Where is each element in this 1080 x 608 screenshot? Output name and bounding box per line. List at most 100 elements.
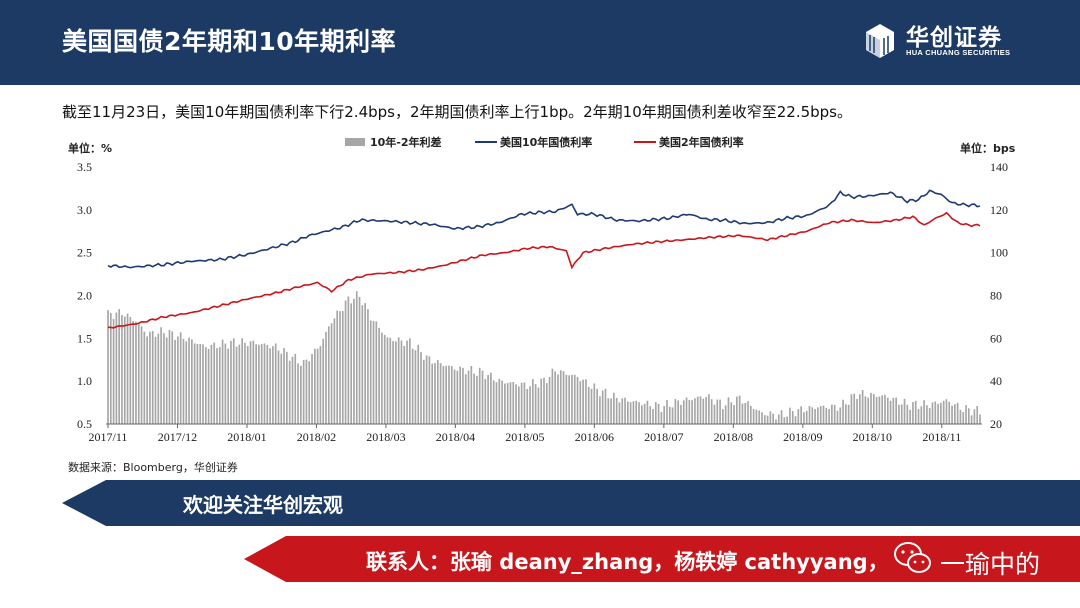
spread-bar [151, 330, 154, 424]
x-tick-label: 2018/04 [436, 430, 475, 444]
x-tick-label: 2018/07 [644, 430, 683, 444]
spread-bar [956, 402, 959, 424]
spread-bar [490, 372, 492, 424]
spread-bar [504, 383, 506, 424]
spread-bar [266, 344, 269, 424]
spread-bar [308, 361, 311, 424]
spread-bar [543, 377, 545, 424]
spread-bar [439, 363, 442, 424]
spread-bar [775, 419, 777, 424]
spread-bar [297, 363, 299, 424]
spread-bar [979, 414, 981, 424]
spread-bar [747, 401, 749, 424]
spread-bar [403, 345, 406, 424]
spread-bar [601, 390, 604, 424]
x-tick-label: 2017/11 [89, 430, 128, 444]
contact-banner-text: 联系人：张瑜 deany_zhang，杨轶婷 cathyyang， [366, 550, 889, 574]
spread-bar [319, 346, 322, 424]
spread-bar [464, 374, 467, 424]
spread-bar [900, 404, 903, 424]
spread-bar [590, 388, 593, 424]
spread-bar [724, 405, 727, 424]
spread-bar [364, 303, 366, 424]
spread-bar [224, 343, 227, 424]
spread-bar [115, 312, 118, 424]
spread-bar [392, 341, 394, 424]
spread-bar [786, 416, 788, 424]
spread-bar [386, 337, 389, 424]
spread-bar [794, 416, 797, 424]
spread-bar [450, 366, 453, 424]
spread-bar [680, 404, 682, 424]
spread-bar [777, 414, 780, 424]
spread-bar [638, 402, 640, 424]
spread-bar [596, 388, 598, 424]
spread-bar [870, 392, 872, 424]
spread-bar [288, 360, 291, 424]
spread-bar [629, 402, 632, 424]
spread-bar [889, 400, 892, 424]
spread-bar [903, 398, 906, 424]
spread-bar [367, 309, 369, 424]
spread-bar [428, 356, 431, 424]
spread-bar [819, 406, 822, 424]
spread-bar [381, 332, 383, 424]
spread-bar [498, 378, 501, 424]
spread-bar [207, 348, 210, 424]
spread-bar [529, 386, 531, 424]
spread-bar [803, 412, 805, 424]
logo-name: 华创证券 [906, 25, 1002, 51]
spread-bar [733, 405, 735, 424]
spread-bar [300, 365, 302, 424]
spread-bar [523, 382, 526, 424]
spread-bar [928, 408, 931, 424]
y-right-tick-label: 20 [990, 417, 1002, 431]
spread-bar [772, 413, 775, 424]
spread-bar [881, 395, 884, 424]
spread-bar [942, 400, 945, 424]
spread-bar [557, 374, 559, 424]
x-tick-label: 2018/08 [714, 430, 753, 444]
spread-bar [568, 375, 570, 424]
spread-bar [909, 409, 911, 424]
spread-bar [218, 347, 221, 424]
spread-bar [330, 323, 333, 424]
spread-bar [635, 400, 638, 424]
spread-bar [448, 365, 450, 424]
spread-bar [467, 370, 470, 424]
spread-bar [422, 359, 425, 424]
spread-bar [847, 404, 850, 424]
spread-bar [599, 396, 601, 424]
spread-bar [755, 409, 758, 424]
spread-bar [149, 331, 151, 424]
spread-bar [501, 380, 503, 424]
spread-bar [492, 380, 495, 424]
spread-bar [311, 354, 313, 424]
spread-bar [283, 348, 285, 424]
spread-bar [699, 396, 702, 424]
spread-bar [473, 373, 475, 424]
y-right-tick-label: 60 [990, 331, 1002, 345]
spread-bar [112, 318, 115, 424]
spread-bar [350, 303, 352, 424]
spread-bar [615, 397, 618, 424]
spread-bar [973, 409, 976, 424]
spread-bar [534, 384, 537, 424]
x-tick-label: 2017/12 [158, 430, 197, 444]
spread-bar [355, 291, 358, 424]
spread-bar [258, 344, 260, 424]
spread-bar [216, 348, 218, 424]
wechat-overlay-text: 一瑜中的 [940, 550, 1041, 579]
y-left-tick-label: 2.5 [77, 246, 92, 260]
spread-bar [238, 344, 241, 424]
spread-bar [411, 348, 414, 424]
spread-bar [378, 327, 380, 424]
spread-bar [864, 396, 867, 424]
spread-bar [867, 397, 870, 424]
spread-bar [344, 300, 347, 424]
spread-bar [286, 351, 288, 424]
spread-bar [554, 371, 557, 424]
spread-bar [478, 367, 481, 424]
spread-bar [677, 400, 679, 424]
spread-bar [607, 398, 610, 424]
